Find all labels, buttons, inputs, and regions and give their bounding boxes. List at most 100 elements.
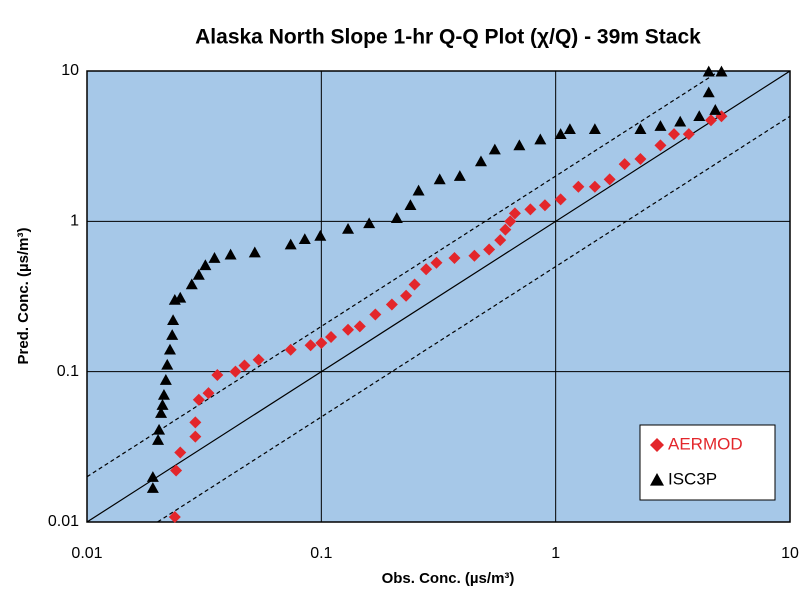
y-tick-label: 0.01 (48, 513, 79, 530)
triangle-marker (390, 212, 403, 223)
triangle-marker (363, 217, 376, 229)
triangle-marker (634, 123, 647, 135)
diamond-marker (554, 193, 567, 206)
triangle-marker (298, 233, 311, 245)
diamond-marker (252, 353, 265, 366)
diamond-marker (353, 320, 366, 333)
triangle-marker (146, 482, 159, 493)
triangle-marker (161, 358, 174, 370)
diamond-marker (202, 387, 215, 400)
diamond-marker (603, 173, 616, 186)
triangle-marker (433, 173, 446, 185)
triangle-marker (404, 199, 417, 211)
diamond-marker (342, 323, 355, 336)
triangle-marker (654, 120, 667, 131)
diamond-marker (304, 339, 317, 352)
diamond-marker (654, 139, 667, 152)
diamond-marker (468, 249, 481, 262)
triangle-marker (208, 252, 221, 263)
triangle-marker (563, 123, 576, 135)
diamond-marker (524, 203, 537, 216)
diamond-marker (704, 114, 717, 127)
diamond-marker (572, 180, 585, 193)
diamond-marker (494, 234, 507, 247)
triangle-marker (284, 238, 297, 250)
x-tick-label: 0.01 (71, 545, 102, 562)
x-tick-label: 10 (781, 545, 799, 562)
triangle-marker (157, 388, 170, 400)
triangle-marker (453, 170, 466, 181)
diamond-marker (408, 278, 421, 291)
diamond-marker (211, 369, 224, 382)
diamond-marker (618, 158, 631, 171)
triangle-marker (146, 471, 159, 482)
triangle-marker (163, 343, 176, 355)
diamond-marker (168, 510, 181, 523)
triangle-marker (474, 155, 487, 167)
diamond-marker (325, 331, 338, 344)
triangle-marker (702, 86, 715, 98)
diamond-marker (504, 215, 517, 228)
diamond-marker (400, 289, 413, 302)
diamond-marker (284, 343, 297, 356)
triangle-marker (534, 133, 547, 145)
triangle-marker (513, 139, 526, 151)
diamond-marker (238, 359, 251, 372)
triangle-marker (314, 229, 327, 241)
y-tick-label: 10 (61, 62, 79, 79)
diamond-marker (430, 256, 443, 269)
legend-marker (650, 438, 664, 452)
diamond-marker (634, 152, 647, 165)
triangle-marker (702, 65, 715, 77)
diamond-marker (508, 207, 521, 220)
diamond-marker (315, 337, 328, 350)
x-axis-label: Obs. Conc. (µs/m³) (382, 570, 515, 587)
chart-title: Alaska North Slope 1-hr Q-Q Plot (χ/Q) -… (195, 26, 701, 49)
triangle-marker (554, 128, 567, 139)
diamond-marker (385, 298, 398, 311)
y-tick-label: 0.1 (57, 363, 79, 380)
legend-box (639, 424, 776, 501)
triangle-marker (152, 434, 165, 445)
diamond-marker (668, 128, 681, 141)
triangle-marker (715, 65, 728, 77)
reference-line (156, 115, 790, 522)
triangle-marker (155, 407, 168, 418)
triangle-marker (185, 278, 198, 290)
triangle-marker (224, 248, 237, 260)
legend-label: AERMOD (668, 434, 743, 453)
triangle-marker (167, 314, 180, 325)
diamond-marker (189, 416, 202, 429)
triangle-marker (153, 423, 166, 435)
diamond-marker (192, 393, 205, 406)
legend-marker (650, 473, 664, 486)
triangle-marker (588, 123, 601, 135)
diamond-marker (420, 263, 433, 276)
triangle-marker (693, 110, 706, 122)
triangle-marker (248, 246, 261, 258)
plot-border (86, 70, 791, 523)
diamond-marker (682, 128, 695, 141)
diamond-marker (170, 464, 183, 477)
triangle-marker (159, 374, 172, 385)
diamond-marker (189, 430, 202, 443)
diamond-marker (588, 180, 601, 193)
diamond-marker (369, 308, 382, 321)
reference-line (87, 71, 790, 522)
triangle-marker (174, 291, 187, 303)
triangle-marker (412, 184, 425, 196)
diamond-marker (229, 365, 242, 378)
diamond-marker (538, 199, 551, 212)
diamond-marker (483, 243, 496, 256)
diamond-marker (499, 223, 512, 236)
triangle-marker (342, 222, 355, 234)
triangle-marker (156, 399, 169, 410)
triangle-marker (488, 143, 501, 155)
x-tick-label: 0.1 (310, 545, 332, 562)
x-tick-label: 1 (551, 545, 560, 562)
y-tick-label: 1 (70, 213, 79, 230)
triangle-marker (192, 268, 205, 280)
triangle-marker (709, 104, 722, 115)
triangle-marker (166, 329, 179, 340)
